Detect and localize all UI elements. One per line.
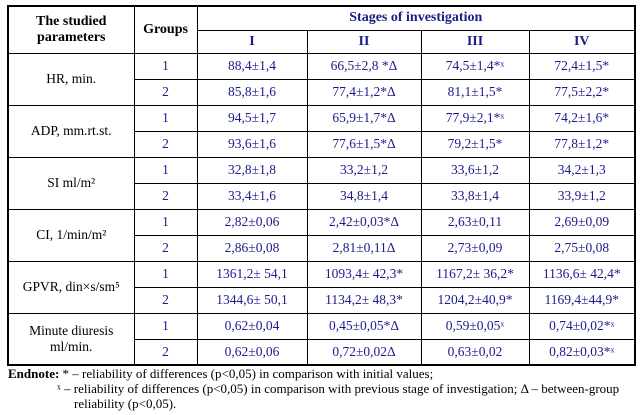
- table-row: 2 33,4±1,6 34,8±1,4 33,8±1,4 33,9±1,2: [8, 182, 636, 210]
- value-cell: 94,5±1,7: [196, 104, 308, 132]
- value-cell: 1093,4± 42,3*: [306, 260, 422, 288]
- group-number: 1: [133, 260, 198, 288]
- group-number: 2: [133, 130, 198, 158]
- table-row: GPVR, din×s/sm⁵ 1 1361,2± 54,1 1093,4± 4…: [7, 260, 636, 314]
- results-table: The studied parameters Groups Stages of …: [7, 5, 636, 366]
- header-stage-4: IV: [528, 29, 636, 54]
- endnote-line: ˣ – reliability of differences (p<0,05) …: [57, 381, 620, 397]
- value-cell: 1136,6± 42,4*: [528, 260, 636, 288]
- value-cell: 88,4±1,4: [196, 52, 308, 80]
- value-cell: 93,6±1,6: [196, 130, 308, 158]
- parameter-label-adp: ADP, mm.rt.st.: [7, 104, 135, 158]
- value-cell: 1167,2± 36,2*: [420, 260, 530, 288]
- value-cell: 81,1±1,5*: [420, 78, 530, 106]
- parameter-label-gpvr: GPVR, din×s/sm⁵: [7, 260, 135, 314]
- value-cell: 2,86±0,08: [196, 234, 308, 262]
- endnote-line: Endnote: * – reliability of differences …: [8, 366, 636, 381]
- value-cell: 1169,4±44,9*: [528, 286, 636, 314]
- group-number: 2: [133, 286, 198, 314]
- table-row: 2 1344,6± 50,1 1134,2± 48,3* 1204,2±40,9…: [8, 286, 636, 314]
- value-cell: 32,8±1,8: [196, 156, 308, 184]
- group-number: 2: [133, 182, 198, 210]
- parameter-label-ci: CI, 1/min/m²: [7, 208, 135, 262]
- table-row: HR, min. 1 88,4±1,4 66,5±2,8 *Δ 74,5±1,4…: [7, 52, 636, 106]
- table-row: ADP, mm.rt.st. 1 94,5±1,7 65,9±1,7*Δ 77,…: [7, 104, 636, 158]
- value-cell: 77,9±2,1*ˣ: [420, 104, 530, 132]
- value-cell: 66,5±2,8 *Δ: [306, 52, 422, 80]
- value-cell: 0,62±0,06: [196, 338, 308, 366]
- value-cell: 2,75±0,08: [528, 234, 636, 262]
- value-cell: 77,6±1,5*Δ: [306, 130, 422, 158]
- group-number: 1: [133, 312, 198, 340]
- group-number: 2: [133, 234, 198, 262]
- value-cell: 0,74±0,02*ˣ: [528, 312, 636, 340]
- value-cell: 33,9±1,2: [528, 182, 636, 210]
- table-row: 2 2,86±0,08 2,81±0,11Δ 2,73±0,09 2,75±0,…: [8, 234, 636, 262]
- header-groups: Groups: [133, 5, 198, 54]
- value-cell: 34,2±1,3: [528, 156, 636, 184]
- endnote: Endnote: * – reliability of differences …: [8, 366, 636, 411]
- header-stage-3: III: [420, 29, 530, 54]
- endnote-label: Endnote:: [8, 366, 60, 381]
- value-cell: 2,69±0,09: [528, 208, 636, 236]
- value-cell: 0,72±0,02Δ: [306, 338, 422, 366]
- value-cell: 2,63±0,11: [420, 208, 530, 236]
- table-row: CI, 1/min/m² 1 2,82±0,06 2,42±0,03*Δ 2,6…: [7, 208, 636, 262]
- value-cell: 74,5±1,4*ˣ: [420, 52, 530, 80]
- endnote-text: * – reliability of differences (p<0,05) …: [62, 366, 434, 381]
- header-parameters: The studied parameters: [7, 5, 135, 54]
- group-number: 1: [133, 208, 198, 236]
- value-cell: 72,4±1,5*: [528, 52, 636, 80]
- endnote-line: reliability (p<0,05).: [74, 396, 177, 412]
- group-number: 1: [133, 52, 198, 80]
- parameter-label-minute-diuresis: Minute diuresis ml/min.: [7, 312, 135, 366]
- value-cell: 33,8±1,4: [420, 182, 530, 210]
- table-row: 2 0,62±0,06 0,72±0,02Δ 0,63±0,02 0,82±0,…: [8, 338, 636, 366]
- group-number: 2: [133, 338, 198, 366]
- value-cell: 0,63±0,02: [420, 338, 530, 366]
- value-cell: 77,5±2,2*: [528, 78, 636, 106]
- value-cell: 65,9±1,7*Δ: [306, 104, 422, 132]
- value-cell: 0,62±0,04: [196, 312, 308, 340]
- header-stage-2: II: [306, 29, 422, 54]
- table-row: Minute diuresis ml/min. 1 0,62±0,04 0,45…: [7, 312, 636, 366]
- value-cell: 1204,2±40,9*: [420, 286, 530, 314]
- value-cell: 2,42±0,03*Δ: [306, 208, 422, 236]
- header-stages: Stages of investigation: [196, 5, 636, 31]
- value-cell: 74,2±1,6*: [528, 104, 636, 132]
- value-cell: 0,82±0,03*ˣ: [528, 338, 636, 366]
- table-row: 2 93,6±1,6 77,6±1,5*Δ 79,2±1,5* 77,8±1,2…: [8, 130, 636, 158]
- value-cell: 2,82±0,06: [196, 208, 308, 236]
- value-cell: 0,59±0,05ˣ: [420, 312, 530, 340]
- value-cell: 1344,6± 50,1: [196, 286, 308, 314]
- value-cell: 34,8±1,4: [306, 182, 422, 210]
- value-cell: 2,81±0,11Δ: [306, 234, 422, 262]
- value-cell: 2,73±0,09: [420, 234, 530, 262]
- table-row: SI ml/m² 1 32,8±1,8 33,2±1,2 33,6±1,2 34…: [7, 156, 636, 210]
- value-cell: 1134,2± 48,3*: [306, 286, 422, 314]
- header-stage-1: I: [196, 29, 308, 54]
- parameter-label-hr: HR, min.: [7, 52, 135, 106]
- value-cell: 33,4±1,6: [196, 182, 308, 210]
- value-cell: 85,8±1,6: [196, 78, 308, 106]
- value-cell: 33,2±1,2: [306, 156, 422, 184]
- value-cell: 0,45±0,05*Δ: [306, 312, 422, 340]
- value-cell: 77,4±1,2*Δ: [306, 78, 422, 106]
- value-cell: 33,6±1,2: [420, 156, 530, 184]
- parameter-label-si: SI ml/m²: [7, 156, 135, 210]
- group-number: 1: [133, 104, 198, 132]
- value-cell: 79,2±1,5*: [420, 130, 530, 158]
- group-number: 2: [133, 78, 198, 106]
- group-number: 1: [133, 156, 198, 184]
- value-cell: 77,8±1,2*: [528, 130, 636, 158]
- value-cell: 1361,2± 54,1: [196, 260, 308, 288]
